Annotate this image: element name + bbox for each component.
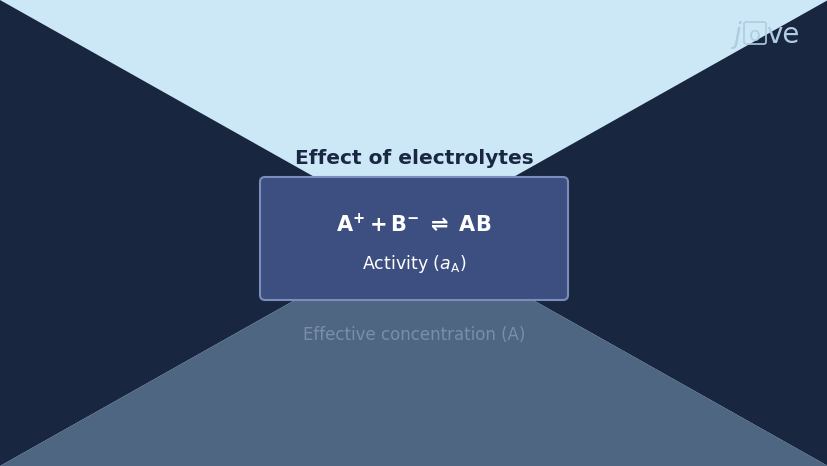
Text: ve: ve — [765, 21, 798, 49]
Text: Activity ($a_\mathregular{A}$): Activity ($a_\mathregular{A}$) — [361, 254, 466, 275]
Text: o: o — [748, 26, 760, 44]
Polygon shape — [414, 0, 827, 466]
Text: $\mathbf{A^{+} + B^{-}\ \rightleftharpoons\ AB}$: $\mathbf{A^{+} + B^{-}\ \rightleftharpoo… — [336, 213, 491, 237]
Polygon shape — [0, 0, 414, 466]
Text: Effect of electrolytes: Effect of electrolytes — [294, 149, 533, 167]
Text: j: j — [732, 21, 740, 49]
FancyBboxPatch shape — [260, 177, 567, 300]
Polygon shape — [0, 233, 827, 466]
Text: Effective concentration (A): Effective concentration (A) — [303, 326, 524, 344]
